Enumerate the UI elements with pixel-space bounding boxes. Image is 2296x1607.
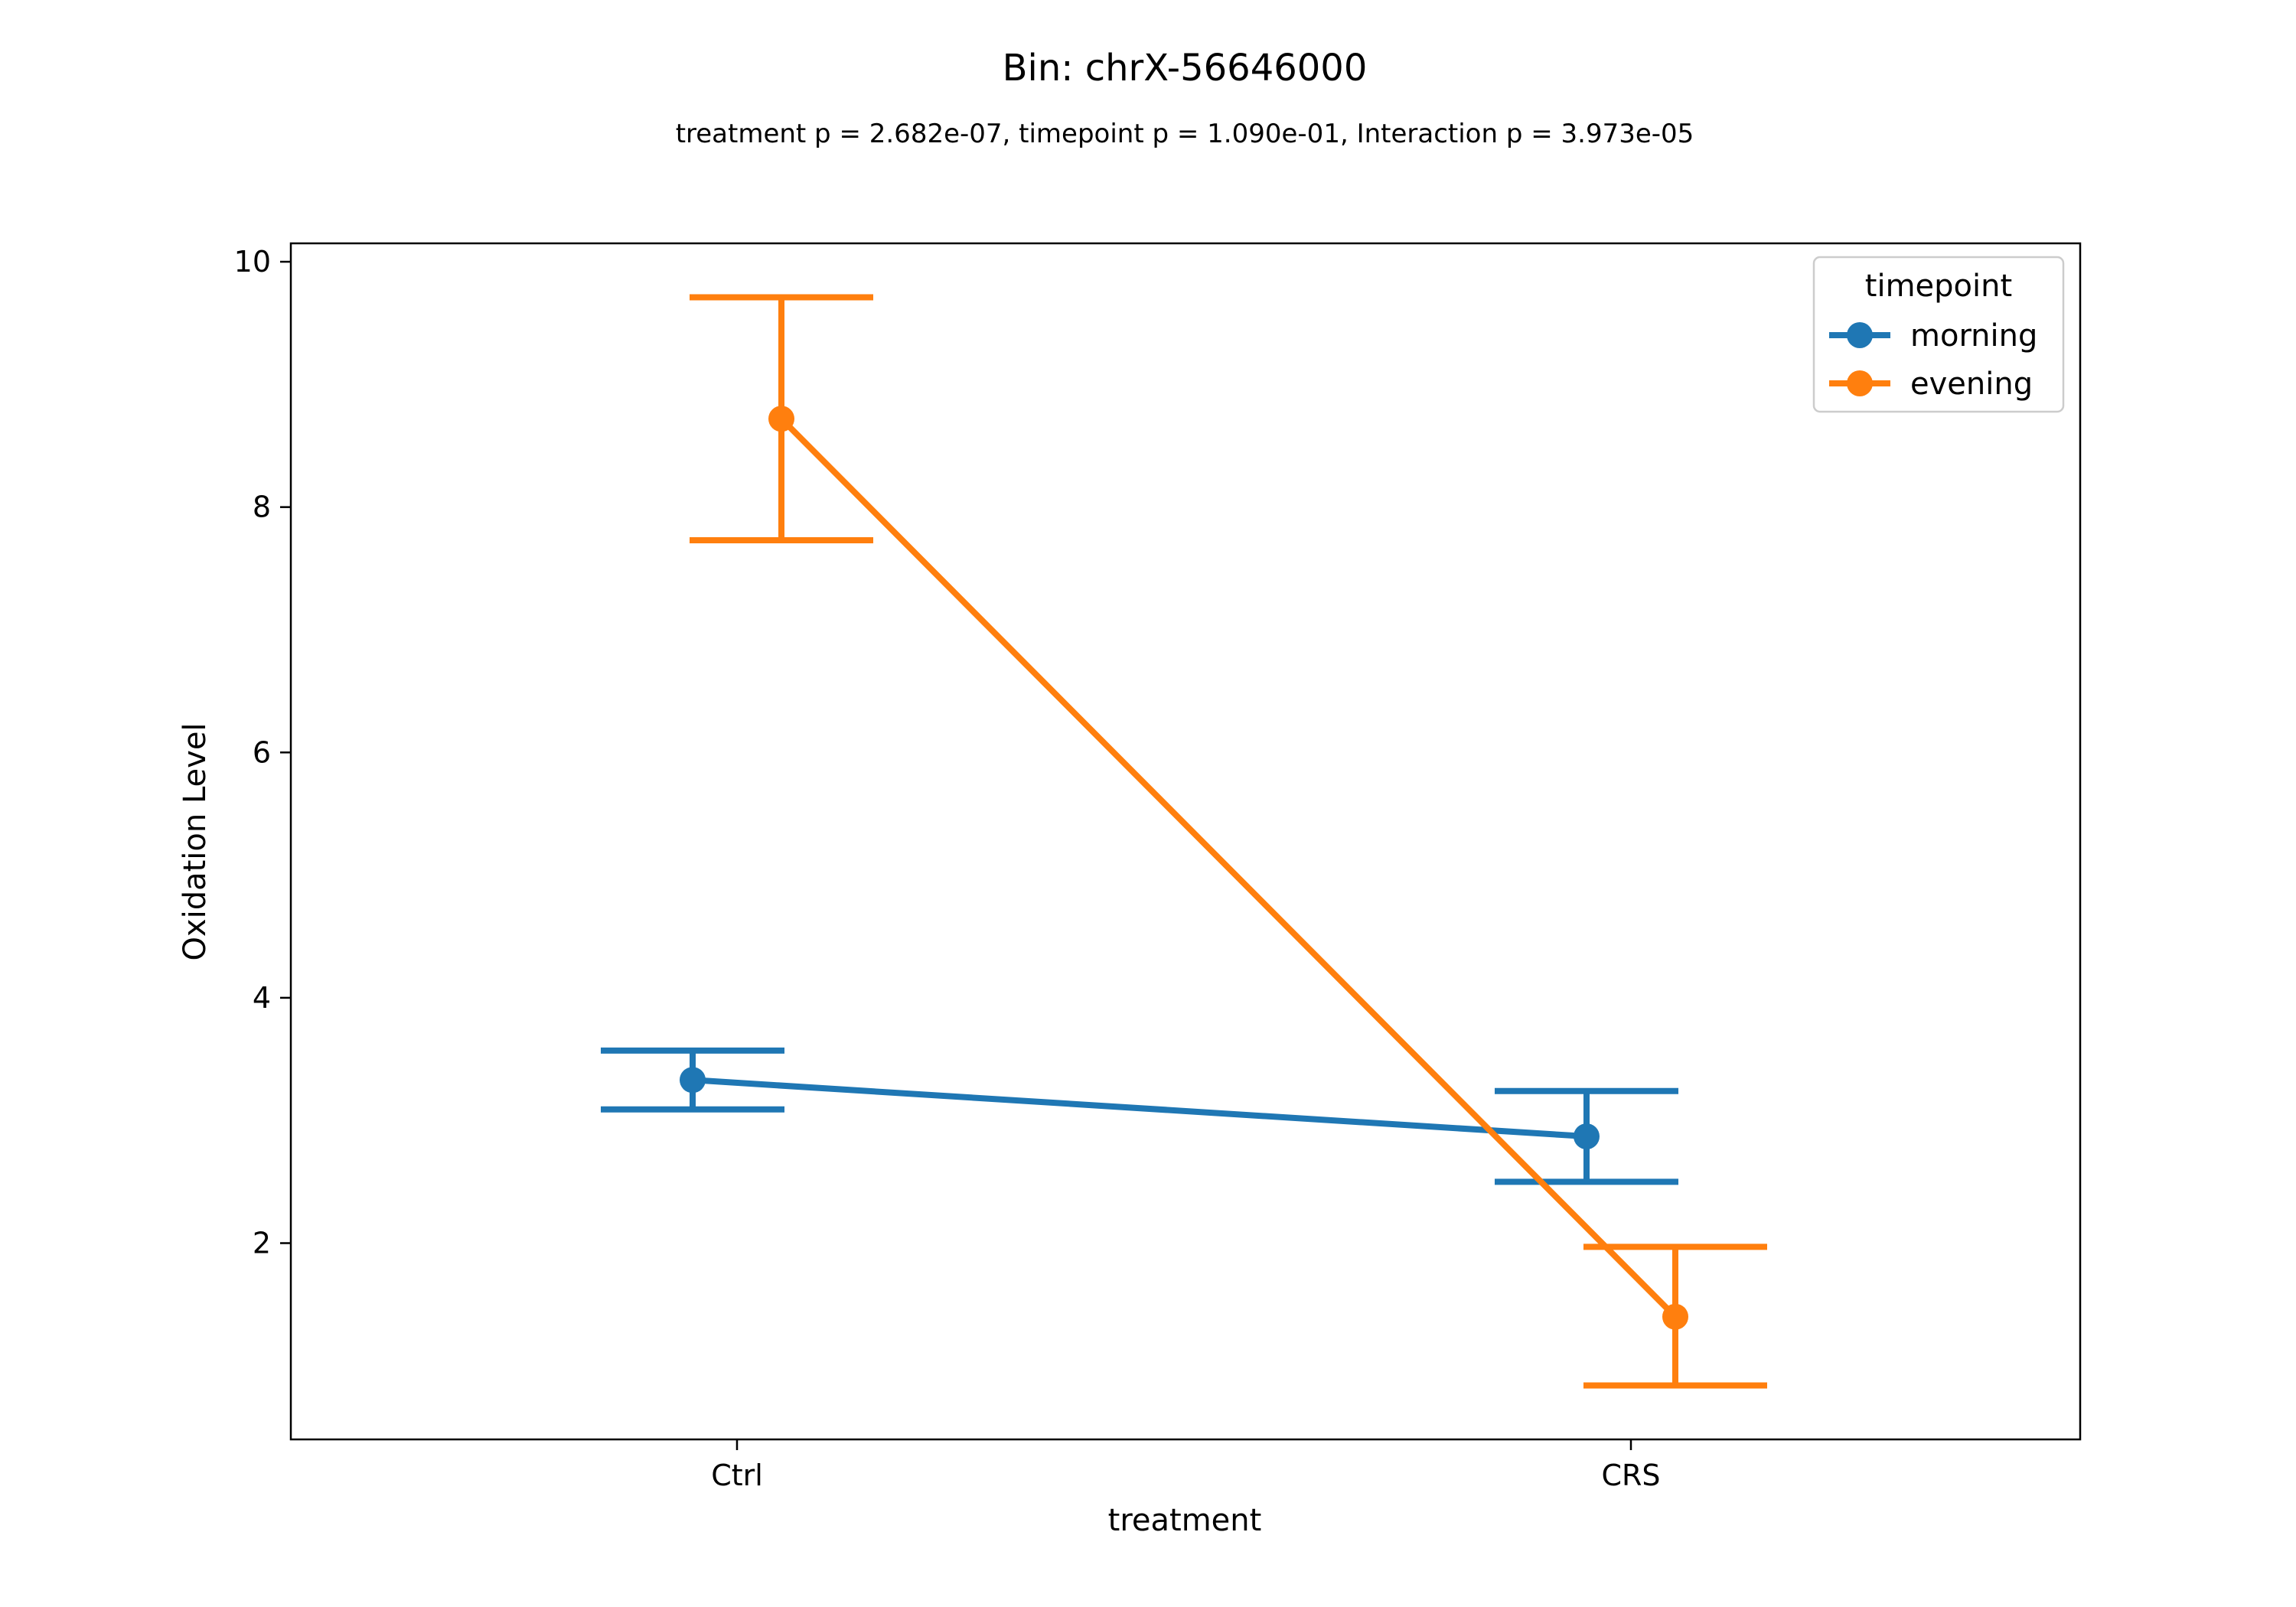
legend: timepoint morning evening (1812, 256, 2065, 413)
y-axis-label: Oxidation Level (178, 722, 213, 960)
x-tick-label-1: CRS (1601, 1459, 1660, 1492)
legend-label-evening: evening (1910, 367, 2033, 402)
point-morning-1 (1574, 1123, 1600, 1150)
legend-label-morning: morning (1910, 318, 2037, 354)
series-evening (690, 294, 1767, 1389)
x-tick-label-0: Ctrl (711, 1459, 763, 1492)
legend-marker-morning (1847, 322, 1873, 348)
series-line-morning (692, 1077, 1587, 1140)
y-tick-label-4: 4 (253, 981, 271, 1015)
chart-subtitle: treatment p = 2.682e-07, timepoint p = 1… (676, 119, 1694, 149)
y-tick-label-2: 2 (253, 1227, 271, 1260)
x-axis-label: treatment (1108, 1503, 1262, 1538)
legend-box (1812, 256, 2065, 413)
chart-title: Bin: chrX-56646000 (1003, 47, 1368, 90)
y-tick-label-8: 8 (253, 491, 271, 524)
plot-frame (289, 242, 2082, 1441)
y-tick-label-6: 6 (253, 735, 271, 769)
point-evening-0 (768, 406, 794, 432)
series-morning (601, 1047, 1678, 1185)
point-morning-0 (680, 1067, 706, 1094)
y-tick-label-10: 10 (234, 245, 271, 279)
plot-marks (601, 294, 1767, 1389)
legend-marker-evening (1847, 370, 1873, 396)
x-axis: Ctrl CRS (711, 1439, 1661, 1492)
point-evening-1 (1662, 1303, 1688, 1330)
y-axis: 2 4 6 8 10 (234, 245, 291, 1260)
series-line-evening (779, 416, 1678, 1319)
legend-title: timepoint (1865, 269, 2012, 304)
